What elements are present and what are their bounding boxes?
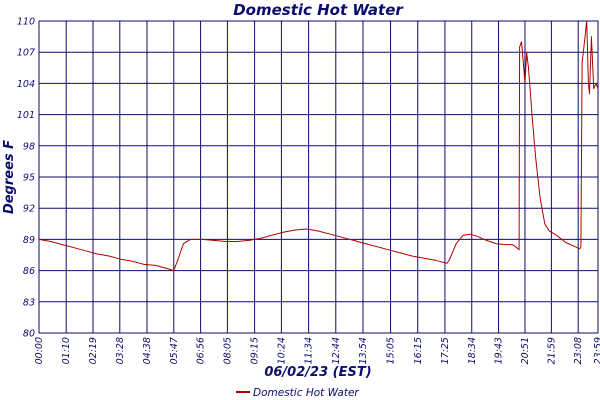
x-tick-label: 17:25 [440, 337, 451, 364]
x-tick-label: 06:56 [196, 337, 207, 364]
x-tick-label: 23:59 [593, 337, 600, 364]
x-tick-label: 21:59 [546, 337, 557, 364]
y-tick-label: 80 [23, 329, 35, 340]
y-tick-label: 98 [23, 141, 35, 152]
x-tick-label: 00:00 [34, 337, 45, 364]
y-tick-label: 107 [17, 48, 35, 59]
y-tick-label: 104 [17, 79, 35, 90]
y-tick-label: 110 [17, 17, 35, 28]
y-tick-label: 83 [23, 297, 35, 308]
x-tick-label: 11:34 [304, 337, 315, 364]
x-tick-label: 13:54 [358, 337, 369, 364]
chart-title: Domestic Hot Water [233, 1, 404, 19]
x-tick-label: 23:08 [573, 337, 584, 364]
x-tick-label: 16:15 [413, 337, 424, 364]
legend-label: Domestic Hot Water [253, 387, 359, 399]
y-tick-label: 86 [23, 266, 35, 277]
x-tick-label: 12:44 [331, 337, 342, 364]
x-axis-ticks: 00:00 01:10 02:19 03:28 04:38 05:47 06:56 08:05… [34, 337, 600, 364]
x-tick-label: 02:19 [88, 337, 99, 364]
y-tick-label: 92 [23, 204, 35, 215]
x-tick-label: 09:15 [250, 337, 261, 364]
x-tick-label: 15:05 [386, 337, 397, 364]
legend: Domestic Hot Water [236, 387, 359, 399]
x-tick-label: 20:51 [520, 337, 531, 364]
x-tick-label: 04:38 [142, 337, 153, 364]
x-axis-label: 06/02/23 (EST) [264, 365, 371, 380]
y-axis-label: Degrees F [2, 140, 17, 214]
y-axis-ticks: 80 83 86 89 92 95 98 101 104 107 110 [17, 17, 35, 340]
x-tick-label: 08:05 [222, 337, 233, 364]
series-line [38, 20, 599, 272]
x-tick-label: 01:10 [61, 337, 72, 364]
y-tick-label: 89 [23, 235, 35, 246]
y-tick-label: 95 [23, 173, 35, 184]
x-tick-label: 10:24 [276, 337, 287, 364]
x-tick-label: 03:28 [115, 337, 126, 364]
x-tick-label: 19:43 [494, 337, 505, 364]
y-tick-label: 101 [17, 110, 35, 121]
series-layer [38, 20, 599, 272]
x-tick-label: 05:47 [169, 337, 180, 364]
x-tick-label: 18:34 [467, 337, 478, 364]
grid [39, 21, 598, 333]
